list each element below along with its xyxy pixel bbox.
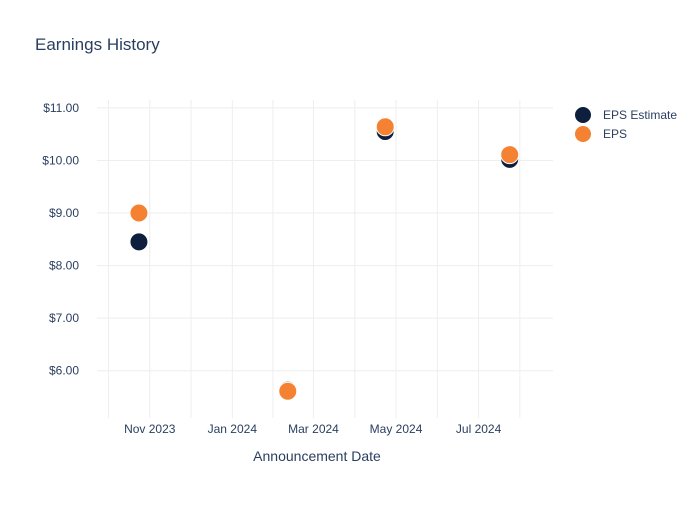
y-tick-label: $7.00 <box>49 311 79 325</box>
x-axis-label: Announcement Date <box>253 448 381 464</box>
y-tick-label: $11.00 <box>43 101 79 115</box>
y-tick-label: $8.00 <box>49 259 79 273</box>
legend-marker <box>575 126 591 142</box>
legend-label[interactable]: EPS Estimate <box>603 108 677 122</box>
x-tick-label: Nov 2023 <box>124 422 176 436</box>
x-tick-label: May 2024 <box>370 422 423 436</box>
x-tick-label: Jan 2024 <box>208 422 258 436</box>
grid-lines <box>97 100 553 418</box>
x-tick-label: Mar 2024 <box>288 422 339 436</box>
eps-estimate-point[interactable] <box>129 232 149 252</box>
legend-label[interactable]: EPS <box>603 127 627 141</box>
y-tick-label: $10.00 <box>42 153 79 167</box>
chart-title: Earnings History <box>35 35 160 54</box>
y-tick-label: $9.00 <box>49 206 79 220</box>
y-tick-label: $6.00 <box>49 364 79 378</box>
eps-point[interactable] <box>129 203 149 223</box>
y-axis-ticks: $6.00 $7.00 $8.00 $9.00 $10.00 $11.00 <box>42 101 79 378</box>
legend[interactable]: EPS Estimate EPS <box>575 107 677 142</box>
eps-point[interactable] <box>500 145 520 165</box>
eps-point[interactable] <box>278 381 298 401</box>
x-tick-label: Jul 2024 <box>456 422 502 436</box>
legend-marker <box>575 107 591 123</box>
x-axis-ticks: Nov 2023 Jan 2024 Mar 2024 May 2024 Jul 2024 <box>124 422 502 436</box>
eps-point[interactable] <box>375 117 395 137</box>
data-points <box>129 117 520 401</box>
